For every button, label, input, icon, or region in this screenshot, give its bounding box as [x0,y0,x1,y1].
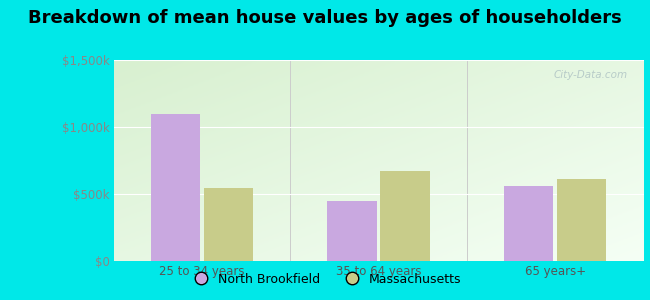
Bar [504,186,553,261]
Text: Breakdown of mean house values by ages of householders: Breakdown of mean house values by ages o… [28,9,622,27]
Bar [557,179,606,261]
Legend: North Brookfield, Massachusetts: North Brookfield, Massachusetts [183,268,467,291]
Bar [151,114,200,261]
Bar [328,201,377,261]
Bar [380,171,430,261]
Bar [204,188,254,261]
Text: City-Data.com: City-Data.com [554,70,628,80]
